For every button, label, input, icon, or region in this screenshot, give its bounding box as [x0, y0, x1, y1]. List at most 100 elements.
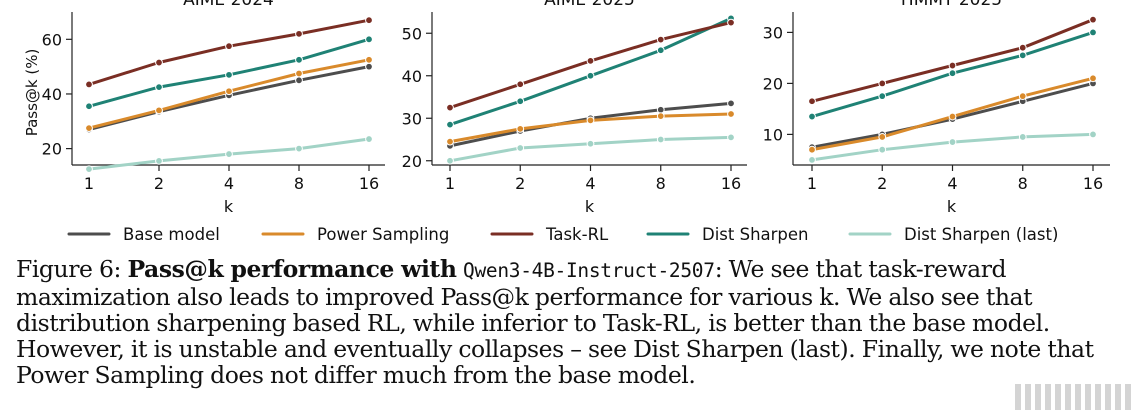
data-point-dist-sharpen-last [1089, 130, 1097, 139]
caption-body: : We see that task-reward maximization a… [16, 255, 1094, 389]
data-point-task-rl [85, 80, 93, 89]
data-point-dist-sharpen-last [446, 156, 454, 165]
x-axis-label: k [947, 197, 957, 216]
x-tick-label: 16 [721, 174, 741, 193]
y-axis-label: Pass@k (%) [23, 49, 41, 137]
y-tick-label: 40 [402, 67, 422, 86]
y-tick-label: 40 [42, 85, 62, 104]
data-point-task-rl [1018, 43, 1027, 52]
data-point-dist-sharpen [948, 69, 957, 78]
x-tick-label: 16 [1083, 174, 1103, 193]
data-point-dist-sharpen [155, 83, 163, 92]
caption-model-name: Qwen3-4B-Instruct-2507 [463, 259, 715, 282]
data-point-task-rl [1089, 15, 1097, 24]
data-point-task-rl [446, 103, 454, 112]
data-point-power-sampling [225, 87, 233, 96]
data-point-base-model [727, 99, 735, 108]
y-tick-label: 10 [763, 125, 783, 144]
data-point-dist-sharpen-last [516, 144, 525, 152]
data-point-dist-sharpen [808, 112, 816, 121]
data-point-power-sampling [808, 145, 816, 154]
data-point-dist-sharpen [295, 55, 303, 64]
chart-legend: Base model Power Sampling Task-RL Dist Shar… [67, 225, 1058, 244]
data-point-dist-sharpen-last [295, 144, 303, 153]
data-point-task-rl [295, 29, 303, 38]
data-point-dist-sharpen [586, 71, 595, 80]
data-point-power-sampling [727, 110, 735, 118]
y-tick-label: 20 [42, 140, 62, 159]
legend-label-power-sampling: Power Sampling [317, 225, 449, 244]
data-point-dist-sharpen [365, 35, 373, 44]
chart-title-aime-2024: AIME 2024 [183, 0, 274, 10]
caption-label: Figure 6: [16, 255, 121, 283]
chart-title-hmmt-2025: HMMT 2025 [901, 0, 1002, 10]
data-point-dist-sharpen-last [656, 135, 665, 144]
legend-label-dist-sharpen-last: Dist Sharpen (last) [904, 225, 1058, 244]
x-tick-label: 2 [515, 174, 525, 193]
x-tick-label: 1 [445, 174, 455, 193]
data-point-power-sampling [516, 124, 525, 133]
data-point-task-rl [727, 18, 735, 27]
data-point-power-sampling [586, 116, 595, 125]
chart-title-aime-2025: AIME 2025 [544, 0, 635, 10]
y-tick-label: 30 [402, 109, 422, 128]
watermark-bars [1015, 384, 1133, 410]
data-point-power-sampling [446, 137, 454, 146]
data-point-dist-sharpen [1089, 28, 1097, 37]
figure-caption: Figure 6: Pass@k performance with Qwen3-… [16, 256, 1128, 388]
x-tick-label: 4 [585, 174, 595, 193]
x-axis-label: k [224, 197, 234, 216]
x-tick-label: 4 [224, 174, 234, 193]
x-tick-label: 1 [84, 174, 94, 193]
data-point-power-sampling [656, 112, 665, 121]
x-axis-label: k [585, 197, 595, 216]
data-point-dist-sharpen-last [808, 156, 816, 164]
data-point-base-model [656, 105, 665, 114]
data-point-dist-sharpen [446, 120, 454, 129]
data-point-power-sampling [365, 55, 373, 64]
y-tick-label: 30 [763, 23, 783, 42]
data-point-power-sampling [1089, 74, 1097, 83]
data-point-dist-sharpen [1018, 51, 1027, 60]
data-point-dist-sharpen-last [225, 150, 233, 158]
data-point-task-rl [878, 79, 887, 88]
chart-panel-hmmt-2025: HMMT 2025 10 20 30 1 2 4 8 16 k [763, 0, 1110, 216]
caption-bold-title: Pass@k performance with [127, 255, 457, 283]
data-point-dist-sharpen-last [727, 133, 735, 142]
data-point-base-model [295, 76, 303, 85]
data-point-power-sampling [85, 124, 93, 133]
x-tick-label: 2 [877, 174, 887, 193]
data-point-task-rl [365, 16, 373, 25]
x-tick-label: 4 [947, 174, 957, 193]
data-point-power-sampling [948, 112, 957, 121]
data-point-power-sampling [155, 106, 163, 115]
data-point-task-rl [155, 58, 163, 67]
data-point-task-rl [656, 35, 665, 44]
data-point-power-sampling [295, 69, 303, 78]
data-point-dist-sharpen-last [948, 138, 957, 146]
x-tick-label: 1 [807, 174, 817, 193]
x-tick-label: 2 [154, 174, 164, 193]
data-point-base-model [365, 62, 373, 71]
figure-6-line-charts: AIME 2024 20 40 60 1 2 4 8 16 k Pass@k (%) AIME 202… [23, 0, 1110, 244]
y-tick-label: 50 [402, 24, 422, 43]
legend-label-task-rl: Task-RL [545, 225, 609, 244]
data-point-dist-sharpen-last [1018, 133, 1027, 141]
x-tick-label: 8 [1018, 174, 1028, 193]
data-point-task-rl [516, 80, 525, 89]
chart-panel-aime-2024: AIME 2024 20 40 60 1 2 4 8 16 k Pass@k (%) [23, 0, 385, 216]
data-point-task-rl [808, 97, 816, 106]
data-point-dist-sharpen-last [365, 135, 373, 143]
data-point-dist-sharpen [878, 92, 887, 101]
y-tick-label: 60 [42, 30, 62, 49]
data-point-task-rl [586, 56, 595, 65]
x-tick-label: 8 [294, 174, 304, 193]
legend-label-dist-sharpen: Dist Sharpen [702, 225, 809, 244]
data-point-dist-sharpen [516, 97, 525, 106]
data-point-dist-sharpen-last [85, 165, 93, 173]
data-point-power-sampling [878, 133, 887, 141]
x-tick-label: 8 [656, 174, 666, 193]
data-point-dist-sharpen [656, 46, 665, 55]
data-point-power-sampling [1018, 92, 1027, 101]
data-point-dist-sharpen-last [878, 145, 887, 154]
